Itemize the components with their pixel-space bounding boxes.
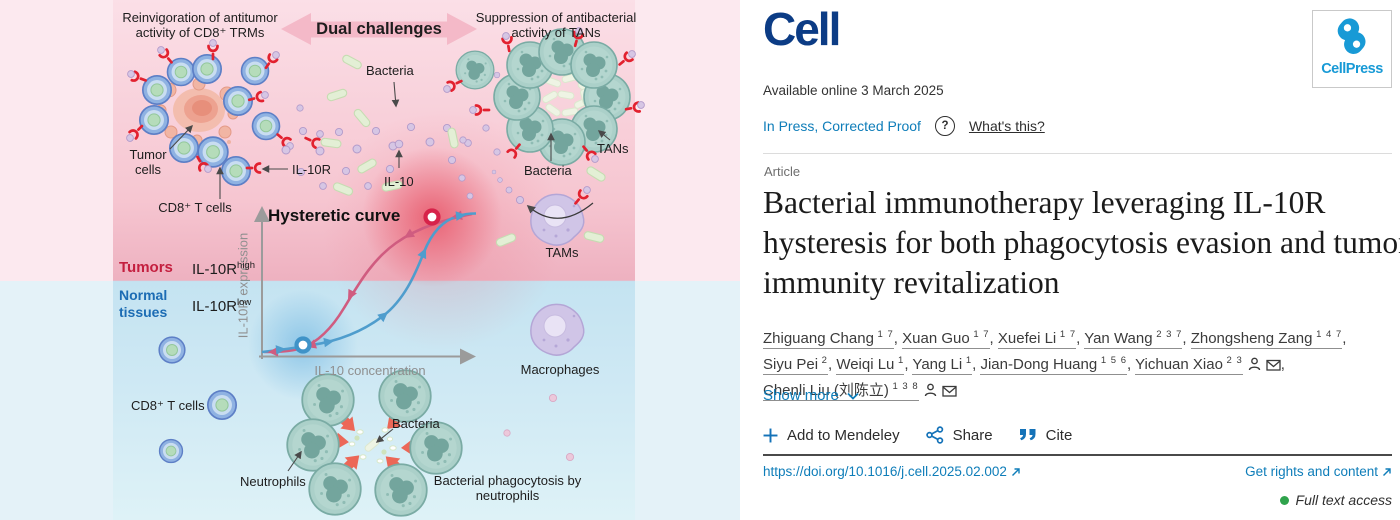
author-link[interactable]: Zhongsheng Zang 1 4 7 (1190, 329, 1343, 349)
margin-bottom-left (0, 281, 113, 520)
label-cd8-top: CD8⁺ T cells (158, 200, 232, 215)
label-dual-challenges: Dual challenges (316, 20, 442, 38)
in-press-link[interactable]: In Press, Corrected Proof (763, 118, 921, 134)
add-to-mendeley-button[interactable]: Add to Mendeley (763, 427, 900, 444)
label-il10: IL-10 (384, 174, 414, 189)
cell-journal-logo[interactable]: Cell (763, 3, 841, 55)
author-link[interactable]: Xuefei Li 1 7 (997, 329, 1077, 349)
person-icon (1248, 357, 1260, 371)
show-more-button[interactable]: Show more (763, 387, 859, 404)
x-axis-label: IL-10 concentration (314, 363, 426, 378)
article-title: Bacterial immunotherapy leveraging IL-10… (763, 185, 1400, 300)
dual-challenges-arrow (281, 13, 477, 45)
cite-button[interactable]: Cite (1019, 426, 1073, 444)
envelope-icon (1266, 359, 1281, 371)
author-list: Zhiguang Chang 1 7, Xuan Guo 1 7, Xuefei… (763, 329, 1347, 401)
label-phagocytosis: Bacterial phagocytosis by neutrophils (433, 473, 582, 504)
macrophage-cell (530, 303, 585, 356)
doi-link[interactable]: https://doi.org/10.1016/j.cell.2025.02.0… (763, 464, 1021, 479)
divider-dark (763, 454, 1392, 456)
label-tams: TAMs (545, 245, 579, 260)
low-state-marker (294, 336, 312, 354)
margin-top-right (635, 0, 740, 281)
open-access-dot-icon (1279, 495, 1289, 505)
author-link[interactable]: Yang Li 1 (912, 355, 973, 375)
author-link[interactable]: Siyu Pei 2 (763, 355, 828, 375)
author-link[interactable]: Xuan Guo 1 7 (902, 329, 990, 349)
available-online-date: Available online 3 March 2025 (763, 83, 944, 98)
high-state-marker (423, 208, 441, 226)
label-suppression: Suppression of antibacterial activity of… (475, 10, 637, 41)
y-axis-label: IL-10R expression (235, 232, 251, 339)
doi-text: https://doi.org/10.1016/j.cell.2025.02.0… (763, 464, 1007, 479)
person-icon (924, 383, 936, 397)
margin-bottom-right (635, 281, 740, 520)
chevron-down-icon (847, 392, 859, 400)
share-label: Share (952, 426, 993, 444)
cellpress-label: CellPress (1321, 61, 1383, 77)
plus-icon (763, 428, 778, 442)
figure-art (126, 13, 645, 517)
label-tumor-cells: Tumor cells (129, 147, 167, 178)
article-panel: Cell CellPress Available online 3 March … (740, 0, 1400, 520)
cite-label: Cite (1045, 426, 1073, 444)
cite-quote-icon (1019, 428, 1036, 440)
envelope-icon (942, 385, 957, 397)
divider (763, 153, 1392, 154)
author-link[interactable]: Weiqi Lu 1 (836, 355, 905, 375)
tam-cell (526, 186, 594, 246)
label-tans: TANs (597, 141, 629, 156)
hysteresis-plot (254, 206, 477, 365)
share-button[interactable]: Share (925, 426, 993, 444)
label-reinvigoration: Reinvigoration of antitumor activity of … (122, 10, 278, 41)
label-hysteretic-curve: Hysteretic curve (268, 206, 401, 225)
access-status: Full text access (1279, 492, 1392, 508)
rights-and-content-link[interactable]: Get rights and content (1245, 464, 1392, 479)
author-link[interactable]: Jian-Dong Huang 1 5 6 (980, 355, 1127, 375)
access-label: Full text access (1295, 492, 1392, 508)
author-link[interactable]: Chenli Liu (刘陈立) 1 3 8 (763, 381, 919, 401)
cellpress-icon (1337, 18, 1366, 54)
margin-top-left (0, 0, 113, 281)
label-il10r: IL-10R (292, 162, 332, 177)
label-tumors: Tumors (119, 259, 173, 276)
author-link[interactable]: Yan Wang 2 3 7 (1084, 329, 1183, 349)
author-link[interactable]: Yichuan Xiao 2 3 (1135, 355, 1243, 375)
label-macrophages: Macrophages (520, 362, 600, 377)
cellpress-logo[interactable]: CellPress (1312, 10, 1392, 88)
label-bacteria-mid: Bacteria (524, 163, 572, 178)
label-normal-tissues: Normal tissues (119, 287, 168, 320)
external-link-icon (1383, 467, 1391, 476)
rights-text: Get rights and content (1245, 464, 1378, 479)
label-bacteria-top: Bacteria (366, 63, 414, 78)
question-icon[interactable]: ? (934, 116, 955, 136)
annotation-arrows (169, 81, 611, 472)
share-icon (925, 426, 943, 444)
article-type-label: Article (764, 164, 801, 179)
author-link[interactable]: Zhiguang Chang 1 7 (763, 329, 894, 349)
add-to-mendeley-label: Add to Mendeley (787, 426, 900, 444)
phagocytosis-scene (286, 369, 463, 517)
graphical-abstract: Reinvigoration of antitumor activity of … (0, 0, 740, 520)
label-cd8-bottom: CD8⁺ T cells (131, 398, 205, 413)
label-il10r-low: IL-10Rlow (192, 297, 252, 315)
label-il10r-high: IL-10Rhigh (192, 260, 255, 278)
external-link-icon (1011, 467, 1020, 476)
whats-this-link[interactable]: What's this? (968, 118, 1045, 134)
show-more-label: Show more (763, 387, 839, 404)
label-bacteria-bottom: Bacteria (392, 416, 440, 431)
label-neutrophils: Neutrophils (240, 474, 306, 489)
